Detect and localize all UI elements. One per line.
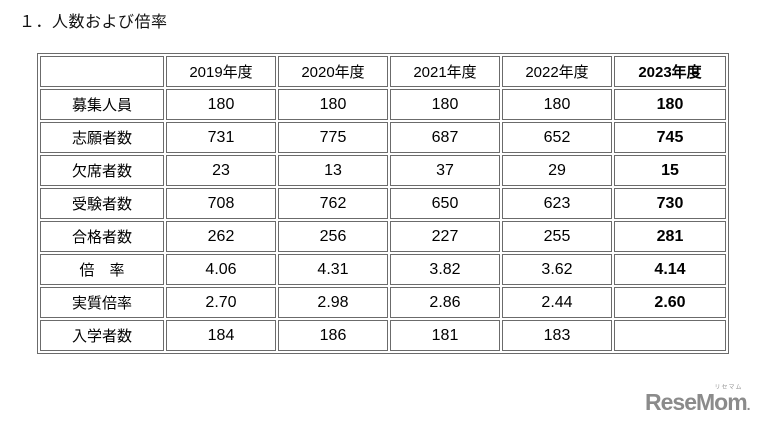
table-cell: 262 (166, 221, 276, 252)
table-cell (614, 320, 726, 351)
year-column-header: 2019年度 (166, 56, 276, 87)
year-column-header: 2023年度 (614, 56, 726, 87)
table-cell: 623 (502, 188, 612, 219)
table-row: 欠席者数 23 13 37 29 15 (40, 155, 726, 186)
table-cell: 180 (166, 89, 276, 120)
table-cell: 37 (390, 155, 500, 186)
table-cell: 255 (502, 221, 612, 252)
table-cell: 745 (614, 122, 726, 153)
row-label: 志願者数 (40, 122, 164, 153)
table-row: 受験者数 708 762 650 623 730 (40, 188, 726, 219)
table-body: 募集人員 180 180 180 180 180 志願者数 731 775 687 652 745 欠席… (40, 89, 726, 351)
table-cell: 4.14 (614, 254, 726, 285)
corner-header-cell (40, 56, 164, 87)
row-label: 合格者数 (40, 221, 164, 252)
table-cell: 3.82 (390, 254, 500, 285)
table-cell: 687 (390, 122, 500, 153)
section-title: １．人数および倍率 (19, 14, 168, 31)
table-row: 入学者数 184 186 181 183 (40, 320, 726, 351)
resemom-logo: リセマム ReseMom. (645, 385, 751, 416)
table-cell: 730 (614, 188, 726, 219)
table-cell: 29 (502, 155, 612, 186)
logo-dot: . (746, 397, 751, 413)
table-cell: 2.70 (166, 287, 276, 318)
table-cell: 3.62 (502, 254, 612, 285)
table-row: 志願者数 731 775 687 652 745 (40, 122, 726, 153)
table-cell: 775 (278, 122, 388, 153)
table-cell: 731 (166, 122, 276, 153)
header-row: 2019年度 2020年度 2021年度 2022年度 2023年度 (40, 56, 726, 87)
table-cell: 183 (502, 320, 612, 351)
table-cell: 180 (278, 89, 388, 120)
table-cell: 181 (390, 320, 500, 351)
row-label: 募集人員 (40, 89, 164, 120)
table-cell: 2.60 (614, 287, 726, 318)
table-cell: 650 (390, 188, 500, 219)
logo-text: ReseMom (645, 389, 748, 415)
table-cell: 186 (278, 320, 388, 351)
year-column-header: 2021年度 (390, 56, 500, 87)
table-cell: 180 (614, 89, 726, 120)
row-label: 倍 率 (40, 254, 164, 285)
row-label: 実質倍率 (40, 287, 164, 318)
table-cell: 180 (502, 89, 612, 120)
table-cell: 15 (614, 155, 726, 186)
row-label: 受験者数 (40, 188, 164, 219)
table-cell: 4.31 (278, 254, 388, 285)
table-cell: 180 (390, 89, 500, 120)
table-cell: 2.98 (278, 287, 388, 318)
table-cell: 13 (278, 155, 388, 186)
table-row: 倍 率 4.06 4.31 3.82 3.62 4.14 (40, 254, 726, 285)
table-cell: 2.86 (390, 287, 500, 318)
table-cell: 4.06 (166, 254, 276, 285)
row-label: 欠席者数 (40, 155, 164, 186)
table-cell: 652 (502, 122, 612, 153)
table-cell: 708 (166, 188, 276, 219)
table-cell: 762 (278, 188, 388, 219)
year-column-header: 2020年度 (278, 56, 388, 87)
admission-stats-table: 2019年度 2020年度 2021年度 2022年度 2023年度 募集人員 180 18… (37, 53, 729, 354)
table-cell: 227 (390, 221, 500, 252)
row-label: 入学者数 (40, 320, 164, 351)
table-row: 合格者数 262 256 227 255 281 (40, 221, 726, 252)
logo-kana-text: リセマム (714, 385, 743, 391)
table-cell: 256 (278, 221, 388, 252)
table-cell: 23 (166, 155, 276, 186)
table-cell: 281 (614, 221, 726, 252)
table-row: 実質倍率 2.70 2.98 2.86 2.44 2.60 (40, 287, 726, 318)
table-cell: 184 (166, 320, 276, 351)
table-row: 募集人員 180 180 180 180 180 (40, 89, 726, 120)
table-header: 2019年度 2020年度 2021年度 2022年度 2023年度 (40, 56, 726, 87)
table-cell: 2.44 (502, 287, 612, 318)
year-column-header: 2022年度 (502, 56, 612, 87)
